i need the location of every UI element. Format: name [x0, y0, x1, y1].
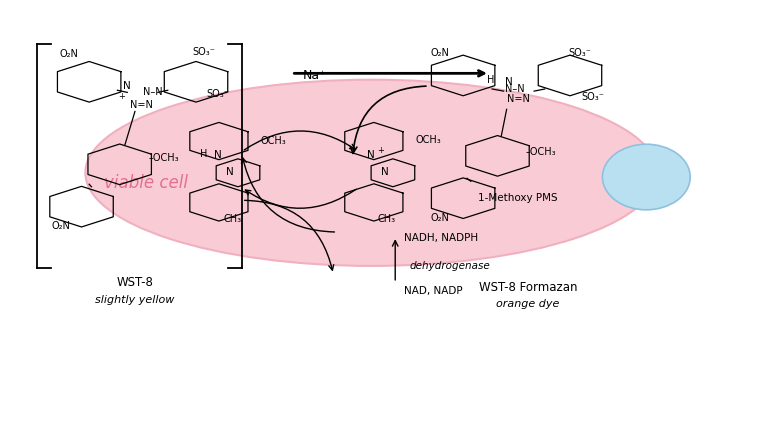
- Text: SO₃⁻: SO₃⁻: [568, 48, 591, 58]
- Text: N: N: [123, 81, 131, 91]
- Text: N–N: N–N: [142, 87, 162, 98]
- Text: slightly yellow: slightly yellow: [95, 295, 175, 305]
- Text: 1-Methoxy PMS: 1-Methoxy PMS: [479, 193, 558, 203]
- Text: +: +: [378, 146, 384, 155]
- Text: NADH, NADPH: NADH, NADPH: [404, 233, 479, 243]
- Text: viable cell: viable cell: [104, 174, 188, 193]
- Text: O₂N: O₂N: [59, 49, 78, 59]
- Text: WST-8: WST-8: [116, 276, 153, 289]
- Ellipse shape: [85, 80, 658, 266]
- Text: O₂N: O₂N: [430, 48, 450, 58]
- FancyArrowPatch shape: [245, 189, 356, 208]
- Text: O₂N: O₂N: [430, 213, 450, 223]
- Text: OCH₃: OCH₃: [261, 136, 286, 146]
- Text: SO₃⁻: SO₃⁻: [206, 89, 229, 100]
- FancyArrowPatch shape: [241, 158, 335, 232]
- Text: OCH₃: OCH₃: [415, 135, 440, 145]
- Text: –OCH₃: –OCH₃: [149, 153, 179, 163]
- Text: Na⁺: Na⁺: [303, 69, 326, 82]
- Text: O₂N: O₂N: [51, 221, 70, 231]
- Text: CH₃: CH₃: [378, 214, 396, 225]
- Text: N=N: N=N: [507, 94, 530, 104]
- Text: NAD, NADP: NAD, NADP: [404, 286, 463, 296]
- Text: N: N: [367, 150, 375, 160]
- Ellipse shape: [602, 144, 690, 210]
- Text: N: N: [214, 150, 221, 160]
- Text: dehydrogenase: dehydrogenase: [410, 261, 490, 271]
- Text: H: H: [487, 75, 494, 85]
- Text: N: N: [227, 167, 234, 176]
- Text: orange dye: orange dye: [496, 299, 560, 309]
- FancyArrowPatch shape: [244, 131, 355, 150]
- Text: SO₃⁻: SO₃⁻: [581, 92, 604, 102]
- Text: CH₃: CH₃: [224, 214, 242, 225]
- FancyArrowPatch shape: [244, 200, 334, 270]
- Text: –OCH₃: –OCH₃: [525, 147, 556, 157]
- Text: N: N: [381, 167, 389, 176]
- Text: N: N: [505, 77, 513, 87]
- Text: N=N: N=N: [129, 100, 152, 110]
- Text: +: +: [119, 92, 126, 101]
- Text: WST-8 Formazan: WST-8 Formazan: [479, 281, 578, 294]
- Text: N–N: N–N: [505, 84, 525, 94]
- FancyArrowPatch shape: [350, 86, 426, 153]
- Text: SO₃⁻: SO₃⁻: [192, 47, 215, 57]
- Text: H: H: [200, 149, 208, 159]
